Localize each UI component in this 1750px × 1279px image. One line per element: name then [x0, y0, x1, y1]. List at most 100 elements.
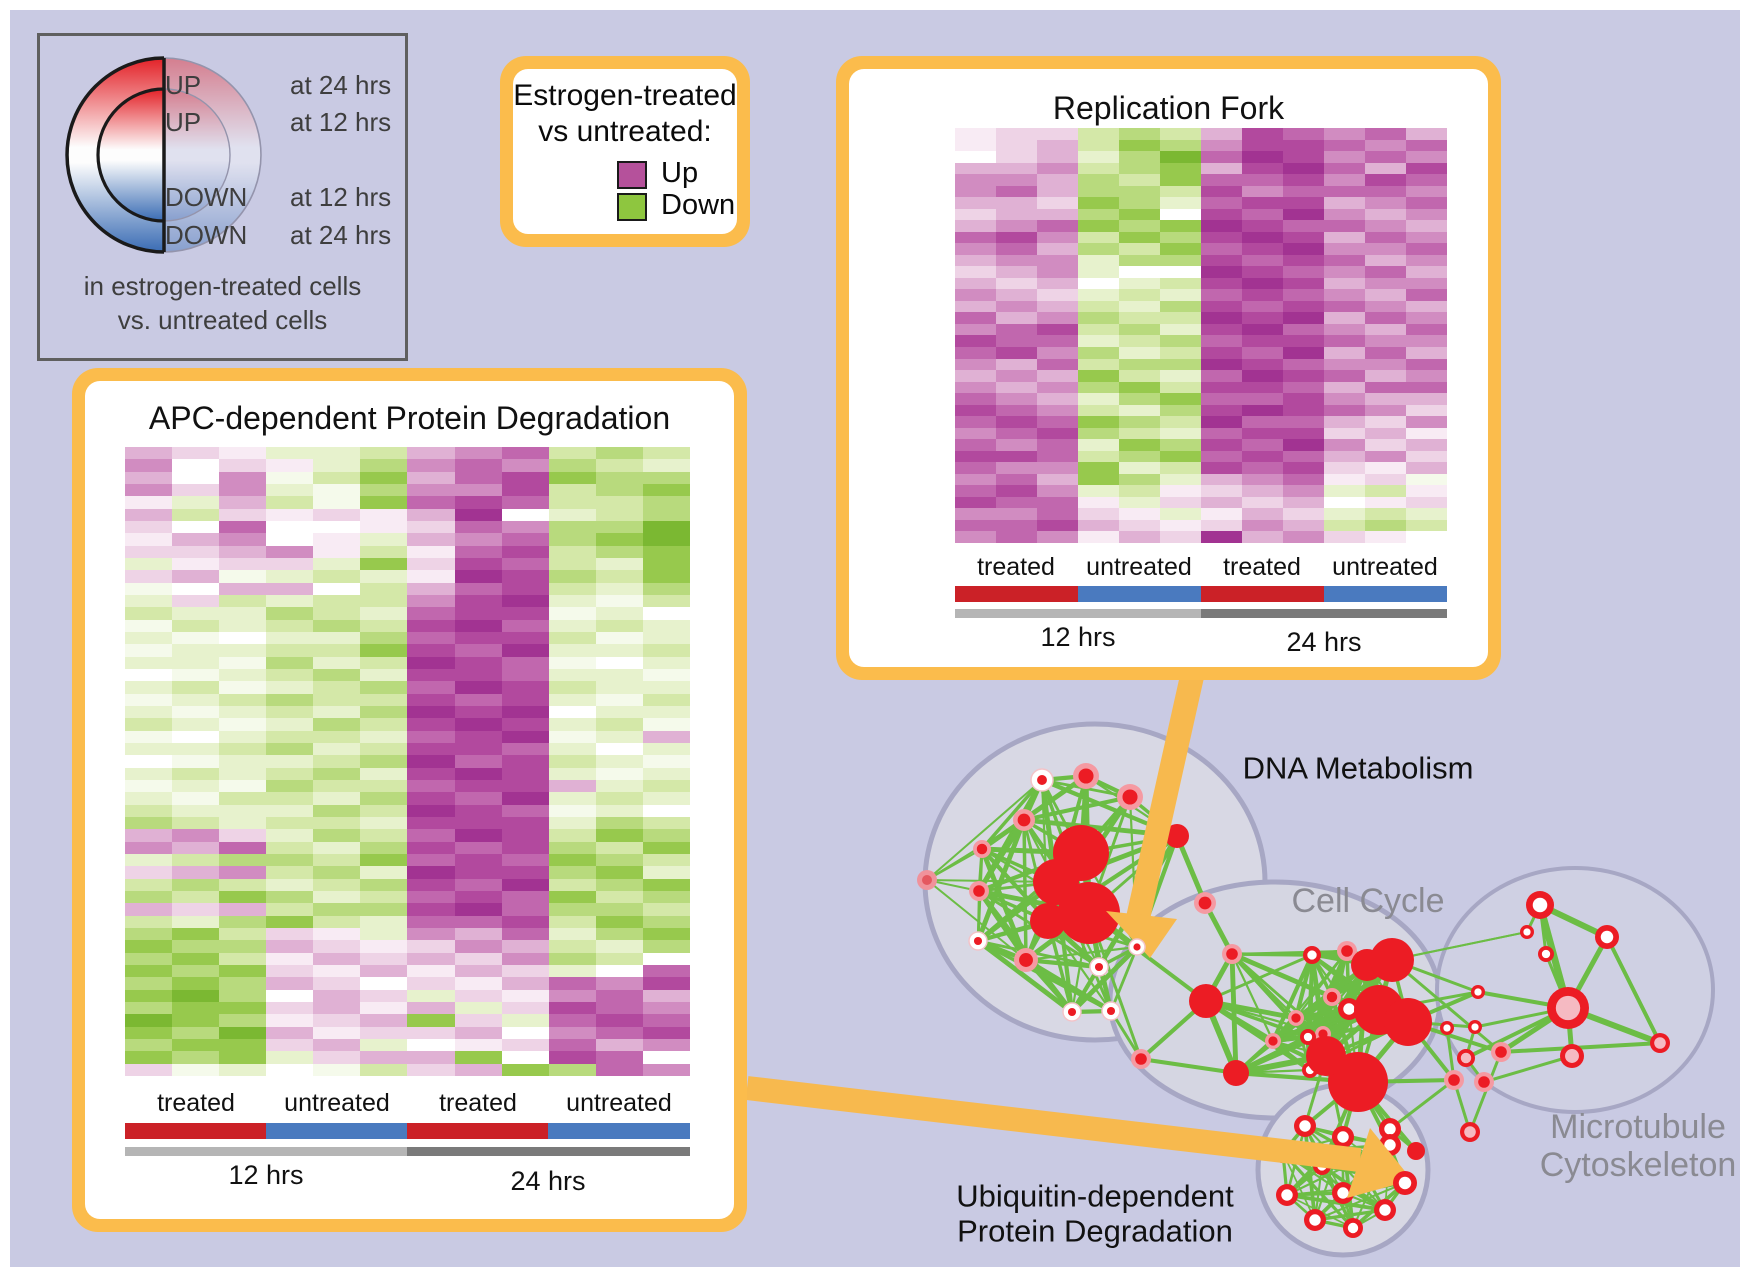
rf-heatmap-cell [1160, 289, 1201, 301]
rf-heatmap-cell [1406, 312, 1447, 324]
rf-heatmap-cell [1283, 220, 1324, 232]
rf-heatmap-cell [1160, 473, 1201, 486]
apc-heatmap-cell [595, 508, 643, 521]
network-edge [1024, 945, 1139, 962]
apc-heatmap-cell [501, 570, 549, 583]
rf-heatmap-cell [1201, 358, 1242, 371]
rf-heatmap-cell [1119, 174, 1160, 186]
rf-heatmap-cell [1037, 139, 1078, 152]
rf-heatmap-cell [996, 462, 1037, 474]
rf-heatmap-cell [996, 185, 1037, 198]
network-node-red [1328, 1052, 1388, 1112]
rf-heatmap-cell [1406, 208, 1447, 221]
apc-heatmap-cell [548, 730, 596, 743]
rf-heatmap-cell [996, 416, 1037, 428]
rf-heatmap-cell [1037, 300, 1078, 313]
arrow-replication-fork-to-dna-metabolism-head [1106, 911, 1177, 958]
rf-heatmap-cell [1365, 162, 1406, 175]
apc-heatmap-cell [595, 594, 643, 608]
apc-heatmap-cell [266, 656, 314, 669]
rf-heatmap-cell [996, 519, 1037, 532]
apc-heatmap-cell [219, 816, 267, 830]
rf-heatmap-cell [1406, 220, 1447, 232]
apc-heatmap-cell [313, 619, 361, 632]
rf-heatmap-cell [996, 439, 1037, 451]
apc-heatmap-cell [501, 520, 549, 534]
network-node-white-center [1532, 897, 1548, 913]
apc-heatmap-cell [313, 594, 361, 608]
apc-heatmap-cell [548, 866, 596, 879]
apc-heatmap-cell [595, 545, 643, 558]
outer-right-arc [163, 57, 262, 253]
apc-heatmap-cell [125, 668, 173, 682]
cluster-label-dna-metabolism: DNA Metabolism [1243, 751, 1474, 787]
rf-heatmap-cell [1037, 128, 1078, 140]
apc-heatmap-cell [501, 718, 549, 731]
rf-heatmap-cell [1037, 208, 1078, 221]
ring-caption-line2: vs. untreated cells [117, 305, 328, 335]
apc-heatmap-cell [501, 730, 549, 743]
rf-heatmap-cell [1242, 151, 1283, 163]
apc-heatmap-cell [595, 1026, 643, 1039]
rf-heatmap-cell [1283, 185, 1324, 198]
rf-heatmap-cell [1037, 404, 1078, 417]
apc-heatmap-cell [454, 631, 502, 645]
rf-heatmap-cell [1324, 485, 1365, 497]
network-node-core [1133, 943, 1141, 951]
apc-heatmap-cell [548, 705, 596, 719]
network-node-white-center [1299, 1120, 1311, 1132]
apc-heatmap-cell [642, 866, 690, 879]
apc-heatmap-cell [595, 681, 643, 694]
rf-heatmap-cell [1406, 243, 1447, 255]
apc-heatmap-cell [313, 853, 361, 867]
rf-heatmap-cell [1078, 519, 1119, 532]
rf-heatmap-cell [955, 485, 996, 497]
rf-heatmap-cell [955, 381, 996, 394]
apc-heatmap-cell [501, 607, 549, 620]
apc-title: APC-dependent Protein Degradation [148, 400, 671, 436]
apc-heatmap-cell [219, 557, 267, 571]
rf-heatmap-cell [1324, 393, 1365, 405]
rf-heatmap-cell [1078, 508, 1119, 520]
rf-heatmap-cell [1242, 323, 1283, 336]
apc-heatmap-cell [407, 964, 455, 978]
rf-heatmap-cell [1160, 381, 1201, 394]
rf-heatmap-cell [1365, 427, 1406, 440]
rf-heatmap-cell [1160, 370, 1201, 382]
apc-heatmap-cell [360, 508, 408, 521]
rf-heatmap-cell [1119, 139, 1160, 152]
rf-heatmap-cell [1201, 197, 1242, 209]
rf-heatmap-cell [1283, 427, 1324, 440]
apc-heatmap-cell [501, 989, 549, 1002]
apc-heatmap-cell [407, 1051, 455, 1064]
apc-heatmap-cell [266, 829, 314, 842]
apc-heatmap-cell [219, 927, 267, 941]
apc-heatmap-cell [313, 483, 361, 497]
apc-heatmap-cell [642, 594, 690, 608]
rf-heatmap-cell [1365, 185, 1406, 198]
apc-heatmap-cell [407, 767, 455, 780]
rf-heatmap-cell [1283, 254, 1324, 267]
apc-heatmap-cell [407, 693, 455, 706]
rf-heatmap-cell [1324, 404, 1365, 417]
apc-heatmap-cell [172, 483, 220, 497]
rf-heatmap-cell [1365, 174, 1406, 186]
rf-heatmap-cell [955, 347, 996, 359]
rf-heatmap-cell [1160, 277, 1201, 290]
rf-heatmap-cell [1406, 185, 1447, 198]
ring-dir-up-24: UP [165, 70, 202, 100]
apc-heatmap-cell [219, 545, 267, 558]
rf-heatmap-cell [1242, 439, 1283, 451]
apc-heatmap-cell [219, 792, 267, 805]
rf-heatmap-cell [1201, 416, 1242, 428]
apc-heatmap-cell [501, 1038, 549, 1052]
apc-heatmap-cell [172, 952, 220, 965]
apc-heatmap-cell [172, 792, 220, 805]
apc-heatmap-cell [266, 705, 314, 719]
apc-heatmap-cell [313, 755, 361, 768]
rf-heatmap-cell [1119, 266, 1160, 278]
rf-treated-bar-24 [1201, 586, 1324, 602]
apc-heatmap-cell [266, 742, 314, 756]
apc-heatmap-cell [454, 878, 502, 891]
apc-heatmap-cell [266, 755, 314, 768]
